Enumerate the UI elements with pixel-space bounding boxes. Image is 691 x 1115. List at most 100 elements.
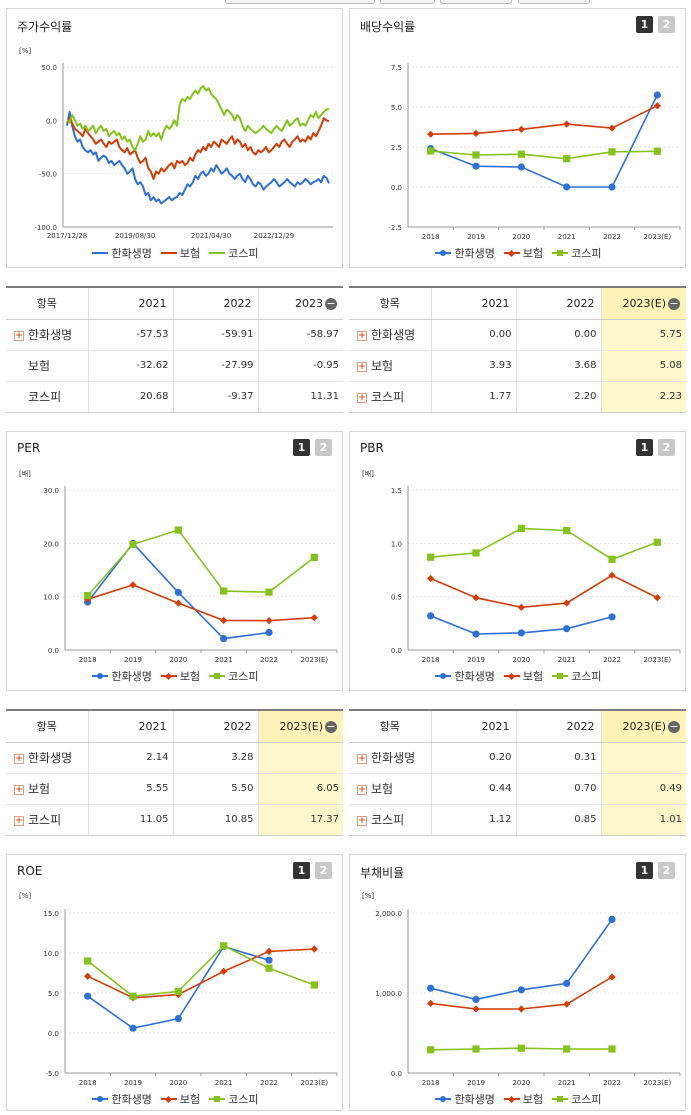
data-point[interactable]	[472, 129, 480, 137]
data-point[interactable]	[653, 147, 661, 155]
data-point[interactable]	[220, 587, 228, 595]
data-point[interactable]	[265, 956, 273, 964]
legend-item[interactable]: 한화생명	[92, 1091, 152, 1107]
data-point[interactable]	[517, 986, 525, 994]
data-point[interactable]	[517, 150, 525, 158]
mode-2-button[interactable]: 2	[658, 862, 675, 879]
expand-icon[interactable]: +	[357, 815, 367, 826]
data-point[interactable]	[174, 1015, 182, 1023]
data-point[interactable]	[265, 628, 273, 637]
data-point[interactable]	[310, 614, 318, 622]
data-point[interactable]	[427, 130, 435, 138]
data-point[interactable]	[608, 915, 616, 923]
expand-icon[interactable]: +	[14, 330, 24, 341]
data-point[interactable]	[472, 995, 480, 1003]
data-point[interactable]	[517, 125, 525, 133]
mode-2-button[interactable]: 2	[658, 16, 675, 33]
legend-item[interactable]: 한화생명	[92, 668, 152, 684]
data-point[interactable]	[427, 147, 435, 155]
legend-item[interactable]: 보험	[160, 245, 200, 261]
data-point[interactable]	[174, 588, 182, 596]
data-point[interactable]	[427, 553, 435, 561]
data-point[interactable]	[517, 1044, 525, 1052]
legend-item[interactable]: 보험	[503, 1091, 543, 1107]
data-point[interactable]	[129, 581, 137, 589]
data-point[interactable]	[608, 555, 616, 563]
data-point[interactable]	[563, 120, 571, 128]
mode-2-button[interactable]: 2	[315, 862, 332, 879]
legend-item[interactable]: 한화생명	[435, 668, 495, 684]
data-point[interactable]	[563, 1000, 571, 1008]
mode-1-button[interactable]: 1	[636, 439, 653, 456]
expand-icon[interactable]: +	[14, 815, 24, 826]
data-point[interactable]	[563, 1045, 571, 1053]
data-point[interactable]	[472, 151, 480, 159]
data-point[interactable]	[472, 594, 480, 602]
data-point[interactable]	[472, 630, 480, 638]
legend-item[interactable]: 보험	[503, 245, 543, 261]
data-point[interactable]	[84, 972, 92, 980]
data-point[interactable]	[608, 124, 616, 132]
data-point[interactable]	[472, 162, 480, 170]
data-point[interactable]	[653, 102, 661, 110]
mode-1-button[interactable]: 1	[636, 16, 653, 33]
expand-icon[interactable]: +	[14, 784, 24, 795]
data-point[interactable]	[563, 526, 571, 535]
legend-item[interactable]: 한화생명	[435, 1091, 495, 1107]
data-point[interactable]	[517, 603, 525, 611]
data-point[interactable]	[472, 1045, 480, 1053]
data-point[interactable]	[563, 599, 571, 607]
data-point[interactable]	[174, 599, 182, 607]
legend-item[interactable]: 코스피	[209, 668, 259, 684]
data-point[interactable]	[310, 981, 318, 989]
data-point[interactable]	[653, 594, 661, 602]
mode-1-button[interactable]: 1	[293, 439, 310, 456]
data-point[interactable]	[427, 1046, 435, 1054]
expand-icon[interactable]: +	[357, 392, 367, 403]
option-button[interactable]	[518, 0, 590, 4]
data-point[interactable]	[84, 992, 92, 1000]
expand-icon[interactable]: +	[14, 753, 24, 764]
data-point[interactable]	[427, 574, 435, 583]
expand-icon[interactable]: +	[357, 361, 367, 372]
data-point[interactable]	[563, 183, 571, 191]
data-point[interactable]	[265, 588, 273, 596]
period-selector[interactable]	[225, 0, 375, 4]
mode-1-button[interactable]: 1	[636, 862, 653, 879]
data-point[interactable]	[310, 553, 318, 561]
data-point[interactable]	[608, 973, 616, 981]
legend-item[interactable]: 한화생명	[435, 245, 495, 261]
data-point[interactable]	[608, 571, 616, 579]
data-point[interactable]	[427, 999, 435, 1007]
expand-icon[interactable]: +	[357, 753, 367, 764]
data-point[interactable]	[174, 987, 182, 995]
collapse-icon[interactable]: −	[668, 296, 680, 310]
collapse-icon[interactable]: −	[668, 719, 680, 733]
collapse-icon[interactable]: −	[325, 296, 337, 310]
data-point[interactable]	[174, 526, 182, 534]
legend-item[interactable]: 보험	[160, 668, 200, 684]
data-point[interactable]	[129, 540, 137, 548]
mode-2-button[interactable]: 2	[315, 439, 332, 456]
mode-1-button[interactable]: 1	[293, 862, 310, 879]
legend-item[interactable]: 보험	[160, 1091, 200, 1107]
data-point[interactable]	[608, 183, 616, 191]
data-point[interactable]	[653, 538, 661, 546]
legend-item[interactable]: 보험	[503, 668, 543, 684]
data-point[interactable]	[608, 1045, 616, 1053]
data-point[interactable]	[220, 942, 228, 950]
legend-item[interactable]: 코스피	[552, 245, 602, 261]
data-point[interactable]	[427, 984, 435, 992]
data-point[interactable]	[472, 549, 480, 557]
data-point[interactable]	[517, 163, 525, 171]
data-point[interactable]	[265, 617, 273, 625]
data-point[interactable]	[517, 524, 525, 532]
data-point[interactable]	[220, 634, 228, 643]
data-point[interactable]	[220, 616, 228, 624]
collapse-icon[interactable]: −	[325, 719, 337, 733]
data-point[interactable]	[517, 1005, 525, 1013]
legend-item[interactable]: 코스피	[552, 1091, 602, 1107]
legend-item[interactable]: 한화생명	[92, 245, 152, 261]
data-point[interactable]	[608, 148, 616, 156]
data-point[interactable]	[220, 967, 228, 975]
